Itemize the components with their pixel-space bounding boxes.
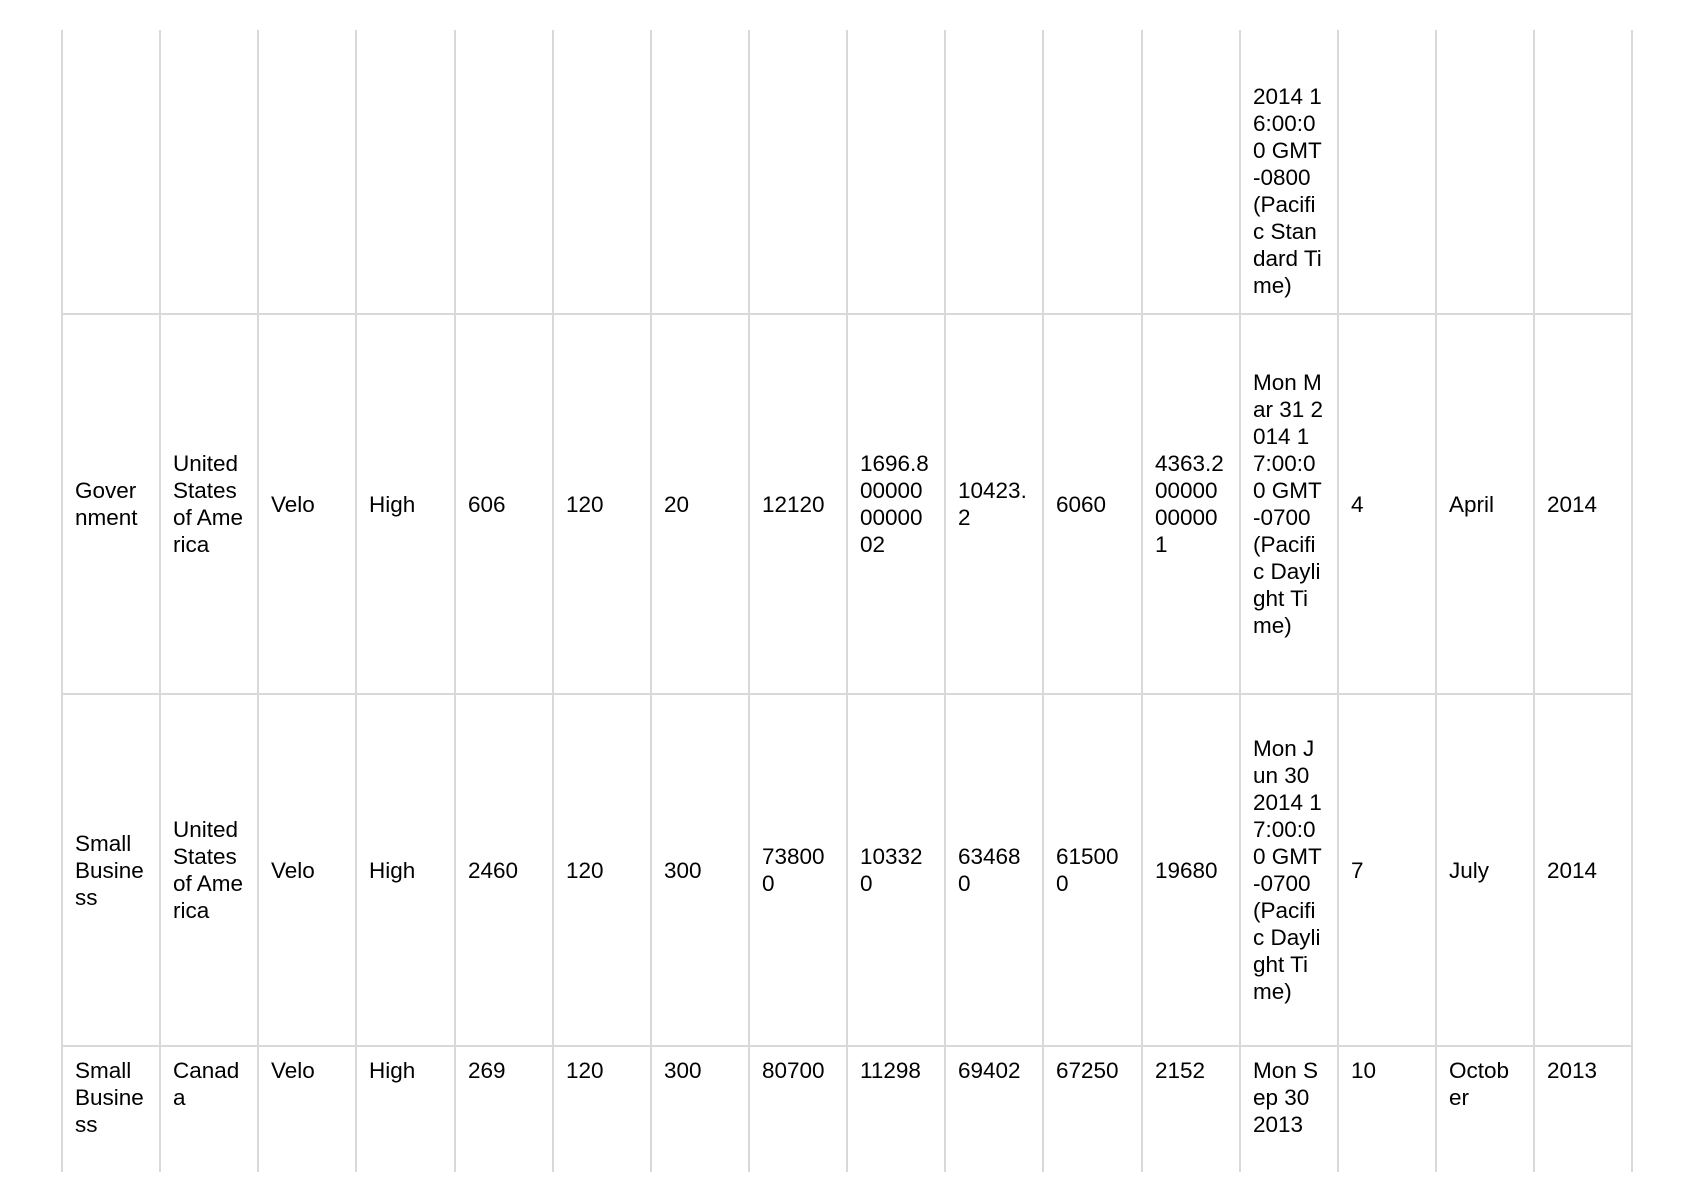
- cell-sales[interactable]: 634680: [944, 694, 1044, 1047]
- cell-cogs[interactable]: 6060: [1042, 314, 1143, 695]
- cell-discount-band[interactable]: High: [355, 694, 456, 1047]
- cell-sale-price[interactable]: 300: [650, 694, 750, 1047]
- cell-discounts[interactable]: 103320: [846, 694, 946, 1047]
- cell-cogs[interactable]: [1042, 30, 1143, 315]
- cell-segment[interactable]: Small Business: [61, 1046, 161, 1172]
- cell-units-sold[interactable]: 606: [454, 314, 554, 695]
- cell-discount-band[interactable]: High: [355, 314, 456, 695]
- cell-manufacturing-price[interactable]: 120: [552, 694, 652, 1047]
- cell-date[interactable]: Mon Jun 30 2014 17:00:00 GMT-0700 (Pacif…: [1239, 694, 1339, 1047]
- cell-month-name[interactable]: July: [1435, 694, 1535, 1047]
- cell-segment[interactable]: Small Business: [61, 694, 161, 1047]
- cell-month-number[interactable]: 10: [1337, 1046, 1437, 1172]
- cell-gross-sales[interactable]: [748, 30, 848, 315]
- cell-cogs[interactable]: 615000: [1042, 694, 1143, 1047]
- cell-discounts[interactable]: 1696.8000000000002: [846, 314, 946, 695]
- cell-cogs[interactable]: 67250: [1042, 1046, 1143, 1172]
- table-row: Small Business Canada Velo High 269 120 …: [61, 1046, 1633, 1172]
- cell-sale-price[interactable]: 20: [650, 314, 750, 695]
- cell-gross-sales[interactable]: 738000: [748, 694, 848, 1047]
- cell-date[interactable]: 2014 16:00:00 GMT-0800 (Pacific Standard…: [1239, 30, 1339, 315]
- cell-date[interactable]: Mon Sep 30 2013: [1239, 1046, 1339, 1172]
- cell-profit[interactable]: 2152: [1141, 1046, 1241, 1172]
- cell-month-name[interactable]: April: [1435, 314, 1535, 695]
- cell-sale-price[interactable]: 300: [650, 1046, 750, 1172]
- cell-product[interactable]: Velo: [257, 694, 357, 1047]
- cell-discount-band[interactable]: High: [355, 1046, 456, 1172]
- cell-month-number[interactable]: 4: [1337, 314, 1437, 695]
- cell-month-name[interactable]: October: [1435, 1046, 1535, 1172]
- cell-date[interactable]: Mon Mar 31 2014 17:00:00 GMT-0700 (Pacif…: [1239, 314, 1339, 695]
- cell-sale-price[interactable]: [650, 30, 750, 315]
- cell-profit[interactable]: 19680: [1141, 694, 1241, 1047]
- cell-segment[interactable]: [61, 30, 161, 315]
- cell-sales[interactable]: 10423.2: [944, 314, 1044, 695]
- cell-profit[interactable]: [1141, 30, 1241, 315]
- cell-year[interactable]: 2014: [1533, 314, 1633, 695]
- cell-discounts[interactable]: 11298: [846, 1046, 946, 1172]
- cell-units-sold[interactable]: 269: [454, 1046, 554, 1172]
- cell-month-name[interactable]: [1435, 30, 1535, 315]
- cell-product[interactable]: [257, 30, 357, 315]
- cell-sales[interactable]: 69402: [944, 1046, 1044, 1172]
- cell-discounts[interactable]: [846, 30, 946, 315]
- cell-country[interactable]: Canada: [159, 1046, 259, 1172]
- cell-year[interactable]: 2013: [1533, 1046, 1633, 1172]
- cell-month-number[interactable]: 7: [1337, 694, 1437, 1047]
- cell-country[interactable]: United States of America: [159, 694, 259, 1047]
- cell-country[interactable]: [159, 30, 259, 315]
- table-row: Small Business United States of America …: [61, 694, 1633, 1047]
- cell-manufacturing-price[interactable]: 120: [552, 1046, 652, 1172]
- cell-year[interactable]: [1533, 30, 1633, 315]
- table-row: Government United States of America Velo…: [61, 314, 1633, 695]
- cell-country[interactable]: United States of America: [159, 314, 259, 695]
- cell-sales[interactable]: [944, 30, 1044, 315]
- cell-manufacturing-price[interactable]: 120: [552, 314, 652, 695]
- cell-units-sold[interactable]: 2460: [454, 694, 554, 1047]
- cell-product[interactable]: Velo: [257, 314, 357, 695]
- data-table: 2014 16:00:00 GMT-0800 (Pacific Standard…: [61, 30, 1633, 1172]
- cell-segment[interactable]: Government: [61, 314, 161, 695]
- cell-year[interactable]: 2014: [1533, 694, 1633, 1047]
- cell-month-number[interactable]: [1337, 30, 1437, 315]
- table-row: 2014 16:00:00 GMT-0800 (Pacific Standard…: [61, 30, 1633, 315]
- cell-gross-sales[interactable]: 80700: [748, 1046, 848, 1172]
- cell-manufacturing-price[interactable]: [552, 30, 652, 315]
- cell-profit[interactable]: 4363.200000000001: [1141, 314, 1241, 695]
- cell-units-sold[interactable]: [454, 30, 554, 315]
- cell-discount-band[interactable]: [355, 30, 456, 315]
- cell-gross-sales[interactable]: 12120: [748, 314, 848, 695]
- cell-product[interactable]: Velo: [257, 1046, 357, 1172]
